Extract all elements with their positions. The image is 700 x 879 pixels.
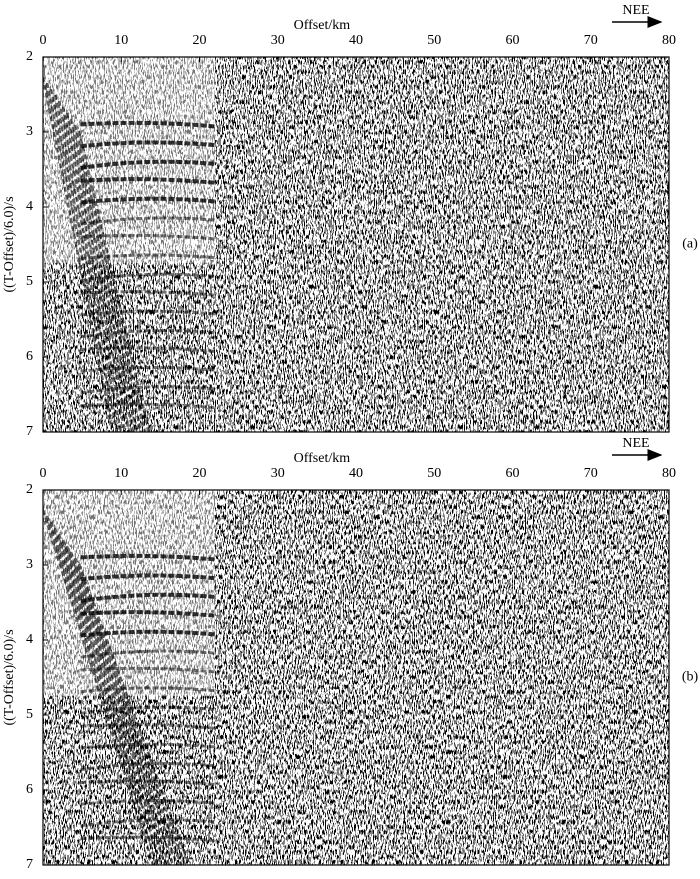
y-tick-label: 6: [26, 349, 33, 364]
x-tick-label: 20: [193, 33, 207, 48]
y-tick-label: 3: [26, 557, 33, 572]
y-axis-label: ((T-Offset)/6.0)/s: [2, 196, 17, 292]
reflection-band: [80, 329, 216, 339]
first-arrival: [49, 88, 123, 432]
x-axis-label: Offset/km: [294, 451, 351, 466]
first-arrival: [57, 533, 171, 865]
reflection-band: [80, 159, 216, 170]
first-arrival: [77, 130, 151, 432]
near-offset-light: [43, 490, 216, 697]
panel: 0 10 20 30 40 50 60 70 80 2 3 4 5 6 7 Offset/km ((T-Offs…: [2, 3, 698, 439]
reflection-band: [80, 216, 216, 226]
x-tick-label: 0: [40, 33, 47, 48]
x-tick-label: 0: [40, 466, 47, 481]
reflection-band: [80, 140, 216, 149]
first-arrival: [45, 515, 159, 865]
y-tick-label: 2: [26, 49, 33, 64]
first-arrival: [53, 527, 167, 865]
reflection-band: [80, 253, 216, 261]
reflection-band: [80, 272, 216, 282]
x-tick-label: 70: [584, 33, 598, 48]
x-tick-label: 30: [271, 33, 285, 48]
x-tick-label: 40: [349, 466, 363, 481]
first-arrival: [43, 76, 115, 432]
trace-noise: [43, 57, 669, 432]
panel-label: (b): [682, 670, 699, 685]
reflection-band: [80, 553, 216, 562]
first-arrival: [77, 563, 191, 865]
reflection-band: [80, 366, 216, 373]
y-tick-label: 4: [26, 632, 33, 647]
y-axis-label: ((T-Offset)/6.0)/s: [2, 629, 17, 725]
y-tick-label: 7: [26, 857, 33, 872]
x-tick-label: 50: [427, 33, 441, 48]
first-arrival: [53, 94, 127, 432]
reflection-band: [80, 233, 216, 241]
reflection-band: [80, 196, 216, 205]
reflection-band: [80, 592, 216, 603]
first-arrival: [57, 100, 131, 432]
x-tick-label: 10: [114, 466, 128, 481]
x-tick-label: 20: [193, 466, 207, 481]
reflection-band: [80, 346, 216, 353]
y-tick-label: 5: [26, 707, 33, 722]
x-tick-label: 80: [662, 33, 676, 48]
direction-label: NEE: [622, 3, 649, 18]
reflection-band: [80, 742, 216, 750]
first-arrival: [49, 521, 163, 865]
x-tick-label: 50: [427, 466, 441, 481]
reflection-band: [80, 686, 216, 694]
first-arrival: [45, 82, 119, 432]
reflection-band: [80, 120, 216, 129]
first-arrival: [65, 112, 139, 432]
reflection-band: [80, 723, 216, 730]
reflection-band: [80, 573, 216, 582]
reflection-band: [80, 705, 216, 715]
x-tick-label: 80: [662, 466, 676, 481]
reflection-band: [80, 402, 216, 410]
y-tick-label: 5: [26, 274, 33, 289]
first-arrival: [43, 509, 155, 865]
first-arrival: [65, 545, 179, 865]
x-tick-label: 70: [584, 466, 598, 481]
reflection-band: [80, 666, 216, 674]
first-arrival: [61, 539, 175, 865]
x-tick-label: 60: [506, 466, 520, 481]
first-arrival: [69, 551, 183, 865]
y-tick-label: 6: [26, 782, 33, 797]
first-arrival: [73, 557, 187, 865]
y-tick-label: 4: [26, 199, 33, 214]
first-arrival: [69, 118, 143, 432]
seismic-section: [43, 57, 669, 432]
x-tick-label: 30: [271, 466, 285, 481]
first-arrival: [73, 124, 147, 432]
panel: 0 10 20 30 40 50 60 70 80 2 3 4 5 6 7 Offset/km ((T-Offs…: [2, 436, 698, 872]
panel-label: (a): [682, 237, 698, 252]
reflection-band: [80, 309, 216, 317]
seismic-section: [43, 490, 669, 865]
reflection-band: [80, 610, 216, 618]
x-tick-label: 60: [506, 33, 520, 48]
direction-label: NEE: [622, 436, 649, 451]
reflection-band: [80, 177, 216, 185]
x-tick-label: 40: [349, 33, 363, 48]
x-tick-label: 10: [114, 33, 128, 48]
y-tick-label: 2: [26, 482, 33, 497]
x-axis-label: Offset/km: [294, 18, 351, 33]
reflection-band: [80, 290, 216, 297]
y-tick-label: 7: [26, 424, 33, 439]
reflection-band: [80, 649, 216, 659]
reflection-band: [80, 629, 216, 638]
reflection-band: [80, 385, 216, 395]
y-tick-label: 3: [26, 124, 33, 139]
